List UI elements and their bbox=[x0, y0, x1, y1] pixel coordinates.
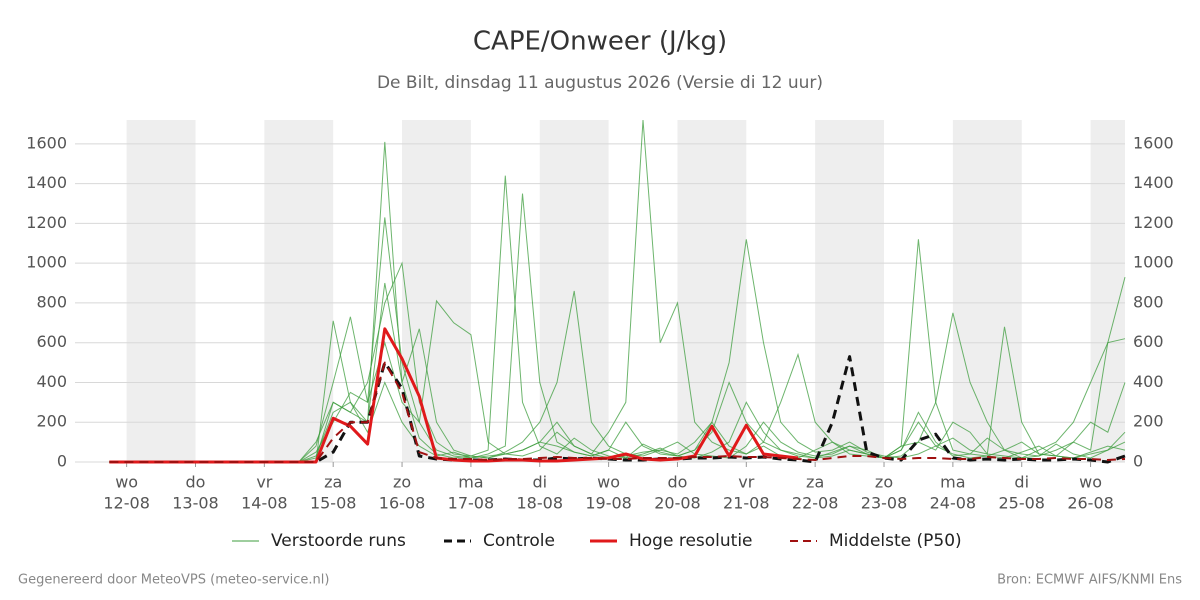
x-tick-date: 18-08 bbox=[517, 494, 564, 513]
x-tick-day: do bbox=[186, 473, 206, 492]
series-line bbox=[109, 361, 1126, 463]
x-tick-day: zo bbox=[393, 473, 411, 492]
day-shade bbox=[264, 120, 334, 462]
x-tick-date: 15-08 bbox=[310, 494, 357, 513]
x-tick-day: wo bbox=[115, 473, 138, 492]
y2-tick-label: 600 bbox=[1133, 332, 1164, 351]
x-tick-date: 25-08 bbox=[998, 494, 1045, 513]
y2-tick-label: 800 bbox=[1133, 292, 1164, 311]
day-shade bbox=[677, 120, 747, 462]
x-tick-date: 24-08 bbox=[930, 494, 977, 513]
y-tick-label: 600 bbox=[36, 332, 67, 351]
legend-label: Hoge resolutie bbox=[629, 531, 753, 551]
x-tick-day: di bbox=[532, 473, 547, 492]
footer-left: Gegenereerd door MeteoVPS (meteo-service… bbox=[18, 573, 329, 588]
chart-subtitle: De Bilt, dinsdag 11 augustus 2026 (Versi… bbox=[377, 73, 823, 93]
x-tick-day: zo bbox=[875, 473, 893, 492]
footer-right: Bron: ECMWF AIFS/KNMI Ens bbox=[997, 573, 1182, 588]
y-tick-label: 1000 bbox=[26, 253, 67, 272]
x-tick-day: di bbox=[1014, 473, 1029, 492]
x-tick-date: 20-08 bbox=[654, 494, 701, 513]
x-tick-date: 21-08 bbox=[723, 494, 770, 513]
y2-tick-label: 400 bbox=[1133, 372, 1164, 391]
x-tick-day: wo bbox=[597, 473, 620, 492]
y2-tick-label: 0 bbox=[1133, 452, 1143, 471]
y-tick-label: 1600 bbox=[26, 133, 67, 152]
legend-label: Verstoorde runs bbox=[271, 531, 406, 551]
y2-tick-label: 1600 bbox=[1133, 133, 1174, 152]
y2-tick-label: 200 bbox=[1133, 412, 1164, 431]
x-tick-date: 26-08 bbox=[1067, 494, 1114, 513]
x-tick-date: 23-08 bbox=[861, 494, 908, 513]
y2-tick-label: 1000 bbox=[1133, 253, 1174, 272]
y-tick-label: 0 bbox=[57, 452, 67, 471]
day-shade bbox=[402, 120, 471, 462]
legend-label: Controle bbox=[483, 531, 555, 551]
x-tick-date: 12-08 bbox=[103, 494, 150, 513]
x-tick-date: 22-08 bbox=[792, 494, 839, 513]
x-tick-day: za bbox=[324, 473, 342, 492]
x-tick-day: vr bbox=[738, 473, 754, 492]
x-tick-day: do bbox=[667, 473, 687, 492]
x-tick-day: ma bbox=[458, 473, 483, 492]
x-tick-day: za bbox=[806, 473, 824, 492]
x-tick-day: vr bbox=[256, 473, 272, 492]
y2-tick-label: 1400 bbox=[1133, 173, 1174, 192]
y2-tick-label: 1200 bbox=[1133, 213, 1174, 232]
x-tick-day: wo bbox=[1079, 473, 1102, 492]
y-tick-label: 1400 bbox=[26, 173, 67, 192]
day-shade bbox=[815, 120, 885, 462]
chart-title: CAPE/Onweer (J/kg) bbox=[473, 27, 727, 57]
x-tick-date: 17-08 bbox=[448, 494, 495, 513]
day-shade bbox=[126, 120, 196, 462]
day-shade bbox=[1090, 120, 1125, 462]
x-tick-date: 13-08 bbox=[172, 494, 219, 513]
y-tick-label: 800 bbox=[36, 292, 67, 311]
y-tick-label: 200 bbox=[36, 412, 67, 431]
y-tick-label: 1200 bbox=[26, 213, 67, 232]
x-tick-day: ma bbox=[940, 473, 965, 492]
x-tick-date: 14-08 bbox=[241, 494, 288, 513]
x-tick-date: 19-08 bbox=[585, 494, 632, 513]
y-tick-label: 400 bbox=[36, 372, 67, 391]
day-shade bbox=[952, 120, 1022, 462]
x-tick-date: 16-08 bbox=[379, 494, 426, 513]
legend-label: Middelste (P50) bbox=[829, 531, 962, 551]
